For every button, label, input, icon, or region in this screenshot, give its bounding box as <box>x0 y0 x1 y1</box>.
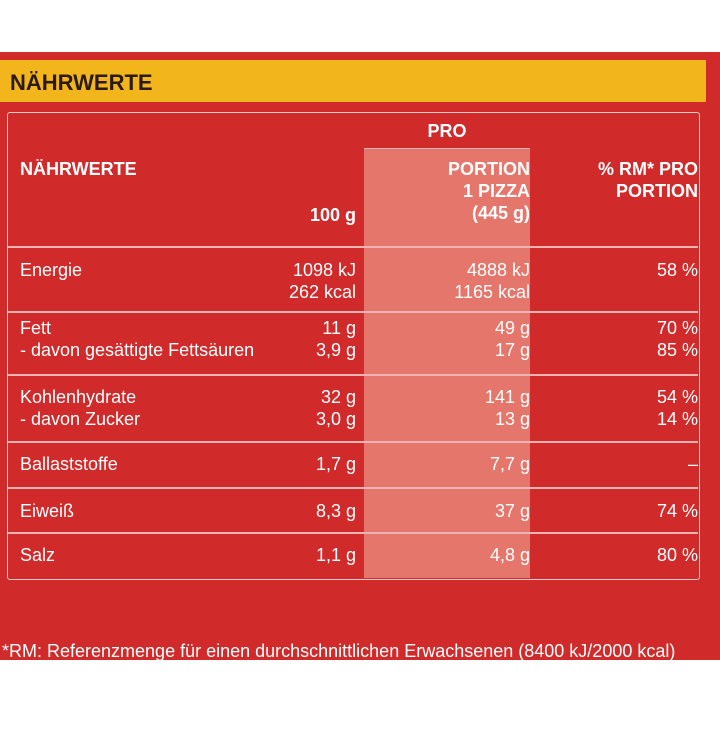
row-value-portion: 1165 kcal <box>454 282 530 302</box>
row-label-ballaststoffe: Ballaststoffe <box>20 454 118 474</box>
group-header-pro: PRO <box>427 121 467 141</box>
row-value-portion: 17 g <box>494 340 530 360</box>
row-divider <box>8 487 698 489</box>
row-value-100g: 1,7 g <box>315 454 356 474</box>
row-value-rm: 58 % <box>656 260 698 280</box>
column-header-portion-line1: PORTION <box>447 159 530 179</box>
row-value-100g: 8,3 g <box>315 501 356 521</box>
row-value-rm: 70 % <box>656 318 698 338</box>
section-title: NÄHRWERTE <box>10 70 153 95</box>
row-value-portion: 13 g <box>494 409 530 429</box>
column-header-label: NÄHRWERTE <box>20 159 137 179</box>
row-divider <box>8 311 698 313</box>
column-header-rm-line2: PORTION <box>615 181 698 201</box>
footnote-reference: *RM: Referenzmenge für einen durchschnit… <box>2 641 676 661</box>
footnote-package: Packung enthält 1 Portion. <box>2 707 214 727</box>
row-value-portion: 7,7 g <box>489 454 530 474</box>
row-label-eiweiss: Eiweiß <box>20 501 75 521</box>
row-value-portion: 37 g <box>494 501 530 521</box>
header-divider <box>8 246 698 248</box>
column-header-100g: 100 g <box>309 205 356 225</box>
row-value-100g: 262 kcal <box>288 282 356 302</box>
row-value-portion: 49 g <box>494 318 530 338</box>
column-header-rm-line1: % RM* PRO <box>597 159 698 179</box>
row-value-rm: 14 % <box>656 409 698 429</box>
row-label-energie: Energie <box>20 260 83 280</box>
row-label-zucker: - davon Zucker <box>20 409 141 429</box>
row-value-rm: 74 % <box>656 501 698 521</box>
row-value-portion: 4888 kJ <box>466 260 530 280</box>
row-value-100g: 3,0 g <box>315 409 356 429</box>
row-value-rm: – <box>687 454 698 474</box>
group-header-divider <box>364 148 530 149</box>
row-label-kohlenhydrate: Kohlenhydrate <box>20 387 137 407</box>
row-value-rm: 85 % <box>656 340 698 360</box>
row-value-100g: 1098 kJ <box>292 260 356 280</box>
row-label-salz: Salz <box>20 545 56 565</box>
row-value-portion: 4,8 g <box>489 545 530 565</box>
row-value-100g: 32 g <box>320 387 356 407</box>
column-header-portion-line3: (445 g) <box>471 203 530 223</box>
row-value-rm: 54 % <box>656 387 698 407</box>
row-value-rm: 80 % <box>656 545 698 565</box>
footnote: *RM: Referenzmenge für einen durchschnit… <box>2 596 675 750</box>
section-header-bar: NÄHRWERTE <box>0 60 706 102</box>
column-header-portion-line2: 1 PIZZA <box>462 181 530 201</box>
row-value-100g: 3,9 g <box>315 340 356 360</box>
row-value-100g: 1,1 g <box>315 545 356 565</box>
row-divider <box>8 374 698 376</box>
row-label-gesaettigte-fettsaeuren: - davon gesättigte Fettsäuren <box>20 340 255 360</box>
row-label-fett: Fett <box>20 318 52 338</box>
row-value-portion: 141 g <box>484 387 530 407</box>
row-divider <box>8 532 698 534</box>
nutrition-panel <box>0 52 720 660</box>
row-value-100g: 11 g <box>322 318 356 338</box>
nutrition-table <box>7 112 700 580</box>
row-divider <box>8 441 698 443</box>
portion-column-highlight <box>364 148 530 578</box>
